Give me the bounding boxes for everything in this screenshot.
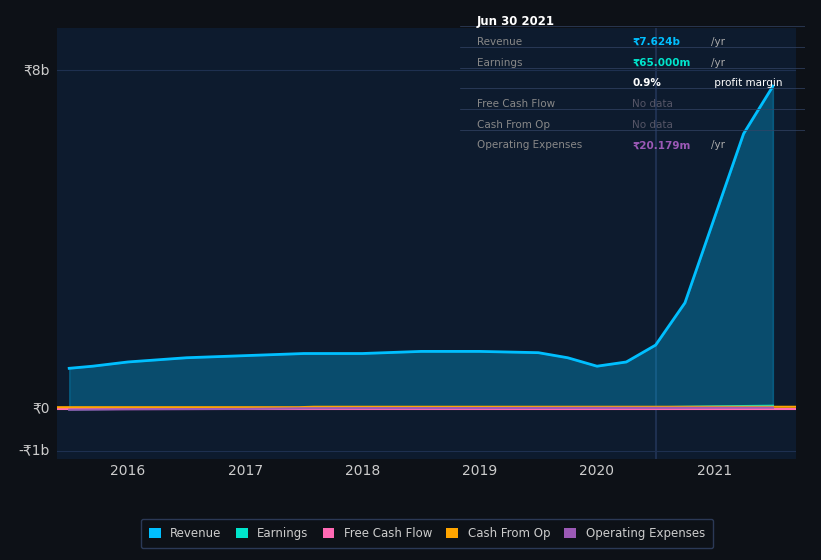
Text: Earnings: Earnings xyxy=(477,58,522,68)
Text: profit margin: profit margin xyxy=(712,78,783,88)
Text: -₹1b: -₹1b xyxy=(19,444,50,458)
Text: 0.9%: 0.9% xyxy=(632,78,661,88)
Text: ₹0: ₹0 xyxy=(33,402,50,416)
Text: ₹20.179m: ₹20.179m xyxy=(632,141,690,151)
Text: /yr: /yr xyxy=(712,58,726,68)
Text: ₹8b: ₹8b xyxy=(24,63,50,77)
Text: No data: No data xyxy=(632,99,673,109)
Text: Operating Expenses: Operating Expenses xyxy=(477,141,582,151)
Legend: Revenue, Earnings, Free Cash Flow, Cash From Op, Operating Expenses: Revenue, Earnings, Free Cash Flow, Cash … xyxy=(140,519,713,548)
Text: Revenue: Revenue xyxy=(477,37,522,47)
Text: Jun 30 2021: Jun 30 2021 xyxy=(477,15,555,27)
Text: Cash From Op: Cash From Op xyxy=(477,120,550,130)
Text: ₹7.624b: ₹7.624b xyxy=(632,37,680,47)
Text: /yr: /yr xyxy=(712,141,726,151)
Text: ₹65.000m: ₹65.000m xyxy=(632,58,690,68)
Text: Free Cash Flow: Free Cash Flow xyxy=(477,99,555,109)
Text: No data: No data xyxy=(632,120,673,130)
Text: /yr: /yr xyxy=(712,37,726,47)
